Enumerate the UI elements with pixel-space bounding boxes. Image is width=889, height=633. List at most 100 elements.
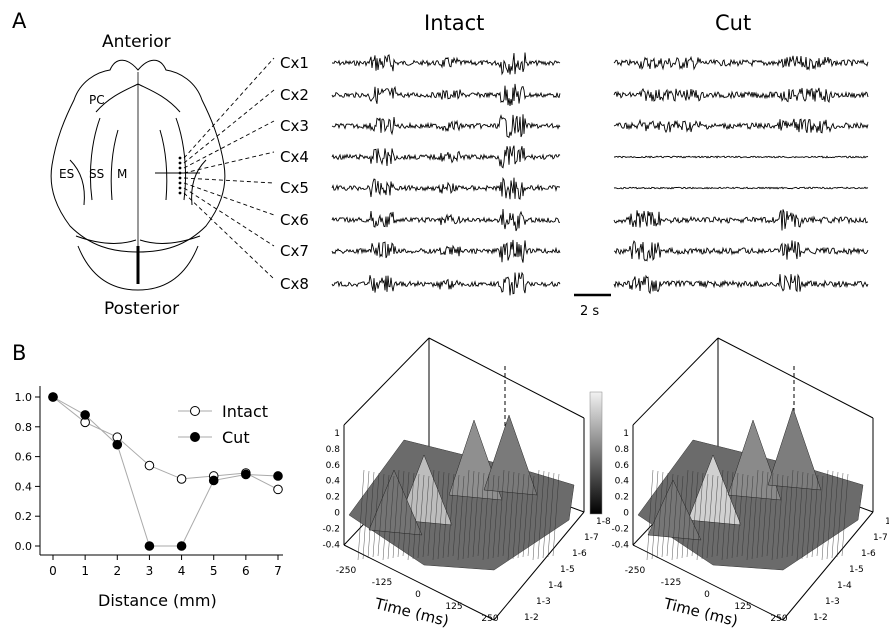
surface-mesh-line — [816, 475, 824, 557]
series-line-cut — [52, 396, 279, 547]
surface-mesh-line — [372, 472, 380, 558]
trace-cut — [613, 87, 869, 103]
z-tick-label: 0.4 — [326, 477, 341, 487]
surface-mesh-line — [746, 475, 754, 561]
channel-label-cx3: Cx3 — [280, 117, 309, 135]
eeg-traces — [331, 52, 869, 296]
trace-cut — [613, 186, 869, 190]
data-point-intact — [273, 484, 283, 495]
trace-intact — [331, 271, 561, 296]
surface-mesh-line — [452, 474, 460, 557]
time-tick-label: 250 — [770, 614, 787, 624]
time-tick-label: 125 — [445, 602, 462, 612]
legend-label-cut: Cut — [222, 428, 250, 447]
surface-mesh-line — [766, 472, 774, 557]
time-tick-label: 0 — [704, 590, 710, 600]
surface-mesh-line — [771, 473, 779, 561]
surface-mesh-line — [462, 469, 470, 560]
data-point-intact — [176, 474, 187, 484]
connector-line — [183, 177, 275, 184]
z-tick-label: 0.8 — [326, 445, 341, 455]
surface-peak — [368, 469, 423, 536]
pair-tick-label: 1-3 — [536, 597, 551, 607]
surface-plot-cut: 1 0.8 0.6 0.4 0.2 0 -0.2 -0.4 -250 -125 0 125 250 1-8… — [611, 337, 889, 630]
surface-frame-line — [632, 544, 784, 621]
surface-mesh-line — [487, 474, 495, 560]
surface-mesh-line — [492, 475, 500, 559]
surface-mesh-line — [721, 470, 729, 561]
legend-marker-intact — [190, 406, 200, 416]
trace-cut — [613, 55, 869, 71]
surface-mesh-line — [726, 471, 734, 560]
series-line-intact — [52, 396, 279, 490]
data-point-cut — [241, 469, 251, 480]
surface-mesh-line — [731, 472, 739, 559]
channel-label-cx4: Cx4 — [280, 148, 309, 166]
pair-tick-label: 1-6 — [572, 549, 587, 559]
column-title-intact: Intact — [424, 11, 484, 35]
surface-peak — [483, 414, 538, 496]
pair-tick-label: 1-2 — [524, 613, 539, 623]
surface-mesh-line — [432, 470, 440, 561]
surface-mesh-line — [477, 472, 485, 557]
legend-marker-cut — [190, 432, 200, 442]
column-title-cut: Cut — [715, 11, 751, 35]
surface-mesh-line — [457, 475, 465, 561]
surface-mesh-line — [741, 474, 749, 557]
x-tick-label: 4 — [178, 564, 186, 578]
surface-mesh-line — [437, 471, 445, 560]
surface-mesh-line — [666, 473, 674, 557]
surface-mesh-line — [422, 475, 430, 558]
surface-mesh-line — [806, 473, 814, 559]
surface-frame-line — [343, 337, 430, 426]
legend-label-intact: Intact — [222, 402, 268, 421]
surface-frame-line — [782, 511, 874, 621]
surface-mesh-line — [706, 474, 714, 559]
time-tick-label: 250 — [481, 614, 498, 624]
surface-mesh-line — [542, 471, 550, 559]
channel-label-cx1: Cx1 — [280, 54, 309, 72]
panel-b-letter: B — [12, 341, 26, 365]
data-point-cut — [144, 541, 155, 551]
data-point-cut — [208, 475, 219, 486]
y-tick-label: 0.8 — [15, 421, 33, 434]
surface-mesh-line — [547, 472, 555, 558]
region-es: ES — [59, 167, 74, 181]
channel-label-cx5: Cx5 — [280, 179, 309, 197]
pair-tick-label: 1-8 — [596, 517, 611, 527]
z-tick-label: 0.4 — [615, 477, 630, 487]
x-tick-label: 3 — [146, 564, 154, 578]
connector-line — [183, 120, 275, 169]
surface-mesh-line — [497, 469, 505, 558]
surface-mesh-line — [552, 473, 560, 557]
surface-mesh-line — [527, 475, 535, 557]
y-tick-label: 0.2 — [15, 510, 33, 523]
time-tick-label: 0 — [415, 590, 421, 600]
channel-label-cx2: Cx2 — [280, 86, 309, 104]
electrode-connectors — [183, 57, 275, 280]
z-tick-label: -0.4 — [611, 540, 629, 550]
surface-mesh-line — [691, 471, 699, 557]
z-tick-label: 1 — [623, 429, 629, 439]
z-tick-label: 0.8 — [615, 445, 630, 455]
pair-tick-label: 1-6 — [861, 549, 876, 559]
surface-mesh-line — [781, 475, 789, 559]
channel-label-cx7: Cx7 — [280, 242, 309, 260]
trace-intact — [331, 114, 561, 139]
data-point-cut — [112, 439, 123, 450]
surface-mesh-line — [442, 472, 450, 559]
data-point-cut — [48, 392, 58, 402]
trace-cut — [614, 155, 869, 159]
pair-tick-label: 1-7 — [584, 533, 599, 543]
surface-mesh-line — [417, 474, 425, 559]
legend: Intact Cut — [178, 402, 268, 447]
z-tick-label: 0.2 — [326, 493, 340, 503]
surface-mesh-line — [661, 472, 669, 558]
pair-tick-label: 1-5 — [560, 565, 575, 575]
x-tick-label: 2 — [113, 564, 121, 578]
region-m: M — [117, 167, 127, 181]
surface-mesh-line — [821, 469, 829, 561]
y-tick-label: 0.0 — [15, 540, 33, 553]
surface-mesh-line — [522, 474, 530, 558]
